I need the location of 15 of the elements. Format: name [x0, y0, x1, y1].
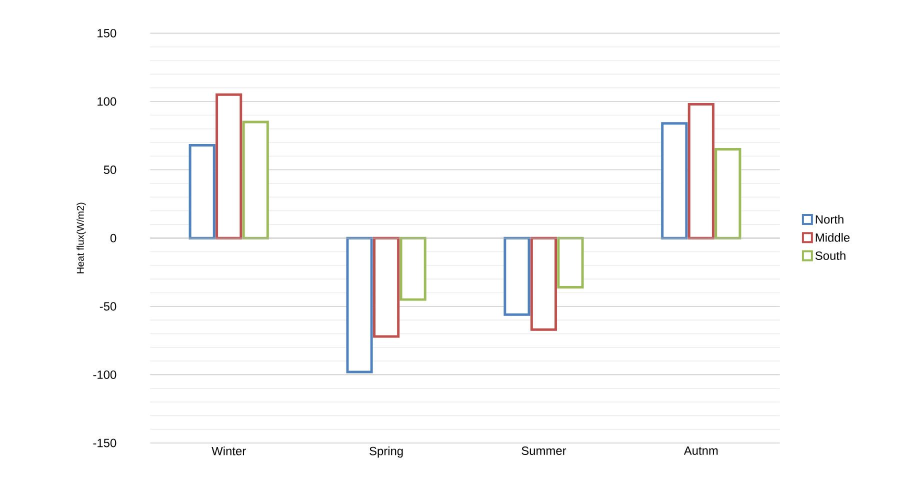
legend-label: North — [816, 214, 844, 224]
y-axis-title: Heat flux(W/m2) — [76, 202, 86, 274]
legend-label: South — [815, 251, 846, 260]
y-tick-label: 100 — [98, 97, 116, 106]
x-tick-label: Winter — [212, 446, 246, 456]
y-tick-label: 150 — [98, 28, 116, 38]
x-tick-label: Autnm — [684, 446, 718, 455]
x-tick-label: Summer — [522, 446, 566, 455]
y-tick-label: -150 — [93, 438, 116, 448]
y-tick-label: 50 — [104, 165, 116, 174]
y-tick-label: 0 — [110, 234, 116, 242]
x-tick-label: Spring — [370, 446, 403, 458]
y-tick-label: -100 — [93, 370, 116, 379]
legend-label: Middle — [816, 232, 850, 242]
y-tick-label: -50 — [100, 302, 116, 311]
